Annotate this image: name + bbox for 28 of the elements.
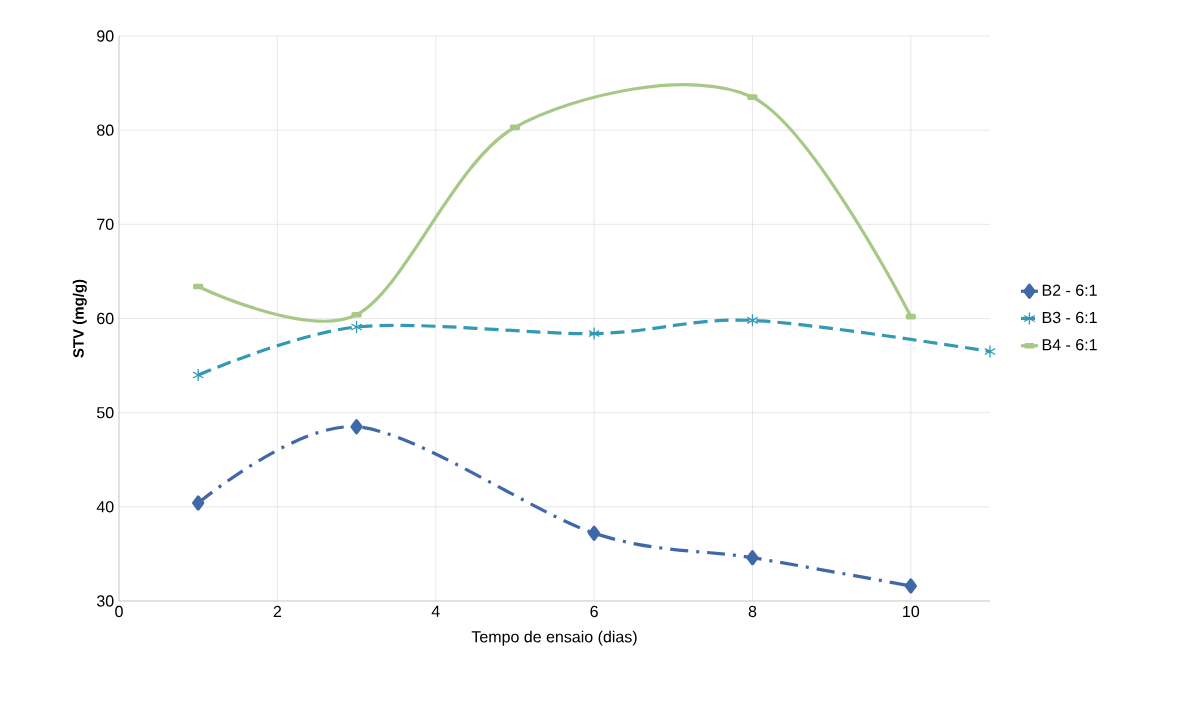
y-tick-label: 50 <box>96 406 114 419</box>
x-tick-label: 6 <box>590 605 598 618</box>
x-tick-label: 0 <box>115 605 123 618</box>
y-axis-title: STV (mg/g) <box>72 279 87 358</box>
point <box>984 344 996 359</box>
x-tick-label: 4 <box>431 605 440 617</box>
x-axis-title: Tempo de ensaio (dias) <box>471 630 637 646</box>
y-tick-label: 90 <box>97 30 114 42</box>
legend-label: B3 - 6:1 <box>1042 311 1097 324</box>
x-tick-label: 2 <box>273 605 282 618</box>
legend-label: B4 - 6:1 <box>1042 339 1097 351</box>
point <box>746 550 759 566</box>
point <box>746 313 759 328</box>
y-tick-label: 80 <box>97 124 114 136</box>
legend-label: B2 - 6:1 <box>1042 284 1097 296</box>
point <box>192 368 205 382</box>
y-tick-label: 70 <box>97 218 114 230</box>
point <box>350 419 363 435</box>
y-tick-label: 40 <box>96 501 114 513</box>
x-tick-label: 8 <box>748 605 757 618</box>
point <box>588 326 600 341</box>
point <box>588 525 601 541</box>
point <box>192 495 205 511</box>
point <box>904 578 917 594</box>
y-tick-label: 30 <box>96 595 114 607</box>
y-tick-label: 60 <box>97 312 114 325</box>
point <box>350 320 363 334</box>
x-tick-label: 10 <box>903 605 920 618</box>
